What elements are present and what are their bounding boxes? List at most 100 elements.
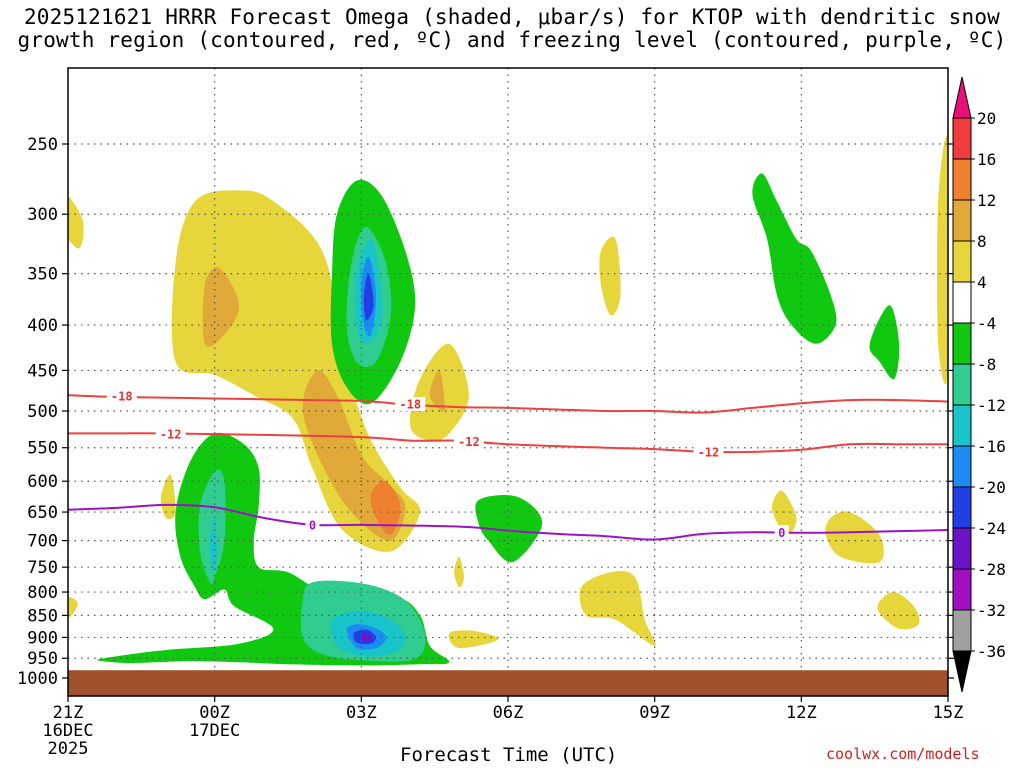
colorbar-label--24: -24 — [977, 519, 1006, 538]
colorbar-label--12: -12 — [977, 396, 1006, 415]
y-tick-label-900: 900 — [27, 628, 58, 648]
dgz-contour--12 — [68, 432, 948, 454]
x-tick-label-00Z: 00Z 17DEC — [189, 703, 240, 741]
omega-region-4_8-12 — [579, 571, 656, 646]
colorbar-band-m12_m8 — [952, 363, 972, 406]
colorbar-band-m36_m32 — [952, 609, 972, 652]
dgz-contour-label--12: -12 — [458, 435, 480, 449]
colorbar-label-12: 12 — [977, 191, 996, 210]
colorbar-label-4: 4 — [977, 273, 987, 292]
omega-region-m16_m12-26 — [209, 517, 218, 573]
omega-region-4_8-0 — [68, 195, 84, 249]
colorbar-label--16: -16 — [977, 437, 1006, 456]
y-tick-label-300: 300 — [27, 205, 58, 225]
y-tick-label-500: 500 — [27, 402, 58, 422]
colorbar-band-m4_4 — [952, 281, 972, 324]
colorbar-band-m28_m24 — [952, 527, 972, 570]
x-tick-label-line: 09Z — [639, 703, 670, 723]
x-tick-label-line: 00Z — [199, 703, 230, 723]
freezing-level-label: 0 — [778, 526, 785, 540]
freezing-label-bg — [774, 525, 789, 540]
colorbar-band-12_16 — [952, 158, 972, 201]
x-tick-label-line: 17DEC — [189, 721, 240, 741]
x-tick-label-21Z: 21Z 16DEC 2025 — [42, 703, 93, 759]
omega-region-4_8-11 — [448, 630, 499, 649]
dgz-label-bg — [106, 389, 137, 404]
colorbar-arrow-top — [952, 76, 972, 119]
colorbar-label--4: -4 — [977, 314, 996, 333]
dgz-contour-label--12: -12 — [160, 428, 182, 442]
omega-region-4_8-7 — [160, 474, 176, 520]
x-tick-label-line: 21Z — [53, 703, 84, 723]
colorbar-label--20: -20 — [977, 478, 1006, 497]
dgz-contour-label--12: -12 — [698, 445, 720, 459]
colorbar-band-m8_m4 — [952, 322, 972, 365]
colorbar-band-m20_m16 — [952, 445, 972, 488]
x-tick-label-line: 12Z — [786, 703, 817, 723]
y-tick-label-350: 350 — [27, 265, 58, 285]
y-tick-label-600: 600 — [27, 472, 58, 492]
plot-area: -18 -18 -12 -12 -12 0 0 — [68, 68, 948, 696]
plot-clip-group: -18 -18 -12 -12 -12 0 0 — [68, 68, 948, 696]
omega-region-4_8-13 — [771, 490, 797, 536]
colorbar: 20 16 12 8 4 -4 -8 -12 -16 -20 -24 -28 -32 -36 — [952, 76, 1006, 693]
omega-region-12_16-4 — [370, 480, 401, 536]
dgz-contour-label--18: -18 — [111, 390, 133, 404]
x-tick-label-15Z: 15Z — [933, 703, 964, 723]
x-axis-title: Forecast Time (UTC) — [400, 744, 618, 766]
omega-region-4_8-10 — [68, 596, 78, 618]
colorbar-band-m24_m20 — [952, 486, 972, 529]
ground-surface — [68, 670, 948, 696]
colorbar-label--8: -8 — [977, 355, 996, 374]
omega-region-m8_m4-23 — [869, 305, 900, 380]
y-tick-label-250: 250 — [27, 135, 58, 155]
y-tick-label-700: 700 — [27, 532, 58, 552]
y-tick-label-650: 650 — [27, 503, 58, 523]
omega-region-m8_m4-22 — [752, 173, 837, 344]
colorbar-band-4_8 — [952, 240, 972, 283]
omega-region-m24_m20-21 — [363, 273, 374, 321]
x-tick-label-06Z: 06Z — [493, 703, 524, 723]
colorbar-label-8: 8 — [977, 232, 987, 251]
x-tick-label-line: 15Z — [933, 703, 964, 723]
dgz-label-bg — [453, 434, 484, 449]
omega-region-4_8-15 — [877, 591, 920, 630]
omega-region-4_8-16 — [937, 135, 948, 385]
chart-title: 2025121621 HRRR Forecast Omega (shaded, … — [0, 6, 1024, 52]
x-tick-label-03Z: 03Z — [346, 703, 377, 723]
colorbar-band-16_20 — [952, 117, 972, 160]
y-tick-label-1000: 1000 — [17, 669, 58, 689]
colorbar-label--32: -32 — [977, 601, 1006, 620]
omega-region-m8_m4-32 — [475, 495, 543, 563]
x-tick-label-12Z: 12Z — [786, 703, 817, 723]
colorbar-arrow-bottom — [952, 650, 972, 693]
omega-region-4_8-9 — [454, 556, 464, 588]
y-tick-label-750: 750 — [27, 558, 58, 578]
omega-region-4_8-8 — [599, 236, 621, 316]
y-tick-label-400: 400 — [27, 316, 58, 336]
y-tick-label-850: 850 — [27, 606, 58, 626]
omega-region-8_12-6 — [429, 370, 445, 412]
credit-link[interactable]: coolwx.com/models — [826, 745, 980, 763]
x-tick-label-09Z: 09Z — [639, 703, 670, 723]
x-tick-label-line: 03Z — [346, 703, 377, 723]
axes: 2503003504004505005506006507007508008509… — [17, 67, 964, 759]
dgz-label-bg — [693, 444, 724, 459]
colorbar-label-16: 16 — [977, 150, 996, 169]
dgz-label-bg — [155, 427, 186, 442]
freezing-level-contour — [68, 503, 948, 541]
chart-title-line-1: 2025121621 HRRR Forecast Omega (shaded, … — [23, 5, 1001, 29]
y-tick-label-950: 950 — [27, 649, 58, 669]
chart-title-line-2: growth region (contoured, red, ºC) and f… — [17, 28, 1007, 52]
dgz-contour--18 — [68, 394, 948, 414]
omega-region-4_8-14 — [825, 511, 884, 564]
dgz-contour-label--18: -18 — [399, 398, 421, 412]
colorbar-label--36: -36 — [977, 642, 1006, 661]
y-tick-label-800: 800 — [27, 583, 58, 603]
omega-region-m28_m24-31 — [361, 634, 372, 642]
freezing-level-label: 0 — [309, 518, 316, 532]
x-tick-label-line: 06Z — [493, 703, 524, 723]
colorbar-label--28: -28 — [977, 560, 1006, 579]
y-tick-label-550: 550 — [27, 439, 58, 459]
